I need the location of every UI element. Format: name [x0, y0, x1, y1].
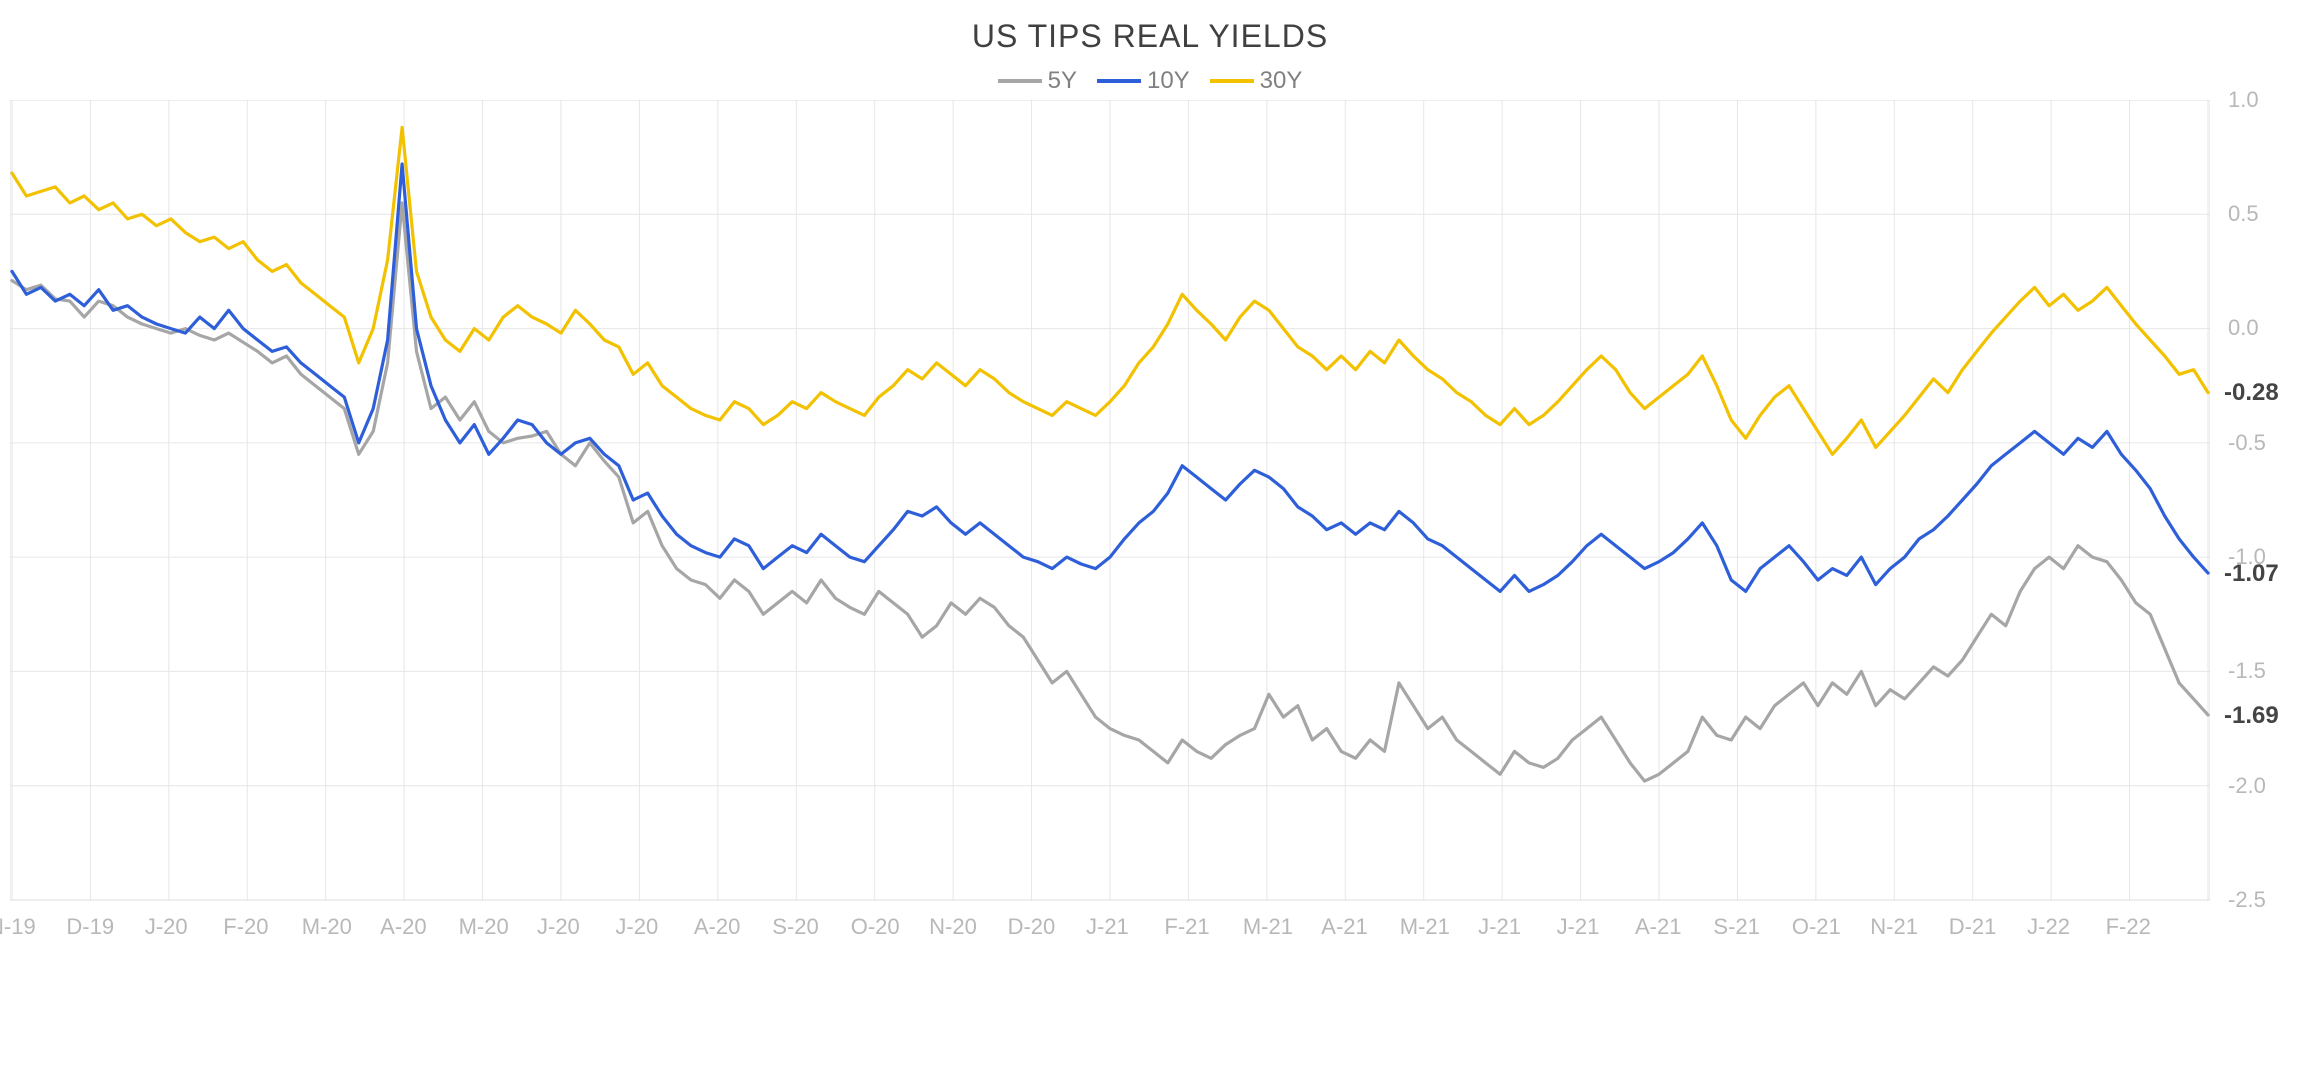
legend: 5Y 10Y 30Y: [0, 62, 2300, 95]
legend-item-10y: 10Y: [1097, 67, 1190, 95]
x-tick-label: A-21: [1321, 914, 1367, 940]
x-tick-label: F-20: [223, 914, 268, 940]
x-tick-label: O-20: [851, 914, 900, 940]
x-tick-label: M-21: [1400, 914, 1450, 940]
legend-label: 5Y: [1048, 67, 1077, 95]
x-tick-label: M-20: [302, 914, 352, 940]
legend-swatch: [998, 79, 1042, 83]
x-tick-label: J-20: [615, 914, 658, 940]
x-tick-label: J-20: [537, 914, 580, 940]
x-tick-label: A-20: [694, 914, 740, 940]
x-tick-label: F-22: [2106, 914, 2151, 940]
x-tick-label: A-21: [1635, 914, 1681, 940]
x-tick-label: O-21: [1792, 914, 1841, 940]
x-tick-label: F-21: [1164, 914, 1209, 940]
y-tick-label: -2.5: [2228, 887, 2266, 913]
x-tick-label: S-20: [772, 914, 818, 940]
chart-svg: [10, 100, 2210, 980]
legend-label: 30Y: [1260, 67, 1303, 95]
plot-area: 1.00.50.0-0.5-1.0-1.5-2.0-2.5N-19D-19J-2…: [10, 100, 2210, 980]
y-tick-label: 0.0: [2228, 315, 2259, 341]
x-tick-label: D-19: [66, 914, 114, 940]
x-tick-label: D-21: [1949, 914, 1997, 940]
x-tick-label: S-21: [1713, 914, 1759, 940]
x-tick-label: M-21: [1243, 914, 1293, 940]
x-tick-label: D-20: [1008, 914, 1056, 940]
x-tick-label: N-21: [1870, 914, 1918, 940]
legend-swatch: [1097, 79, 1141, 83]
y-tick-label: -1.5: [2228, 658, 2266, 684]
legend-label: 10Y: [1147, 67, 1190, 95]
x-tick-label: J-21: [1086, 914, 1129, 940]
y-tick-label: -0.5: [2228, 430, 2266, 456]
x-tick-label: M-20: [459, 914, 509, 940]
x-tick-label: J-22: [2027, 914, 2070, 940]
end-label-10y: -1.07: [2224, 560, 2279, 588]
y-tick-label: 0.5: [2228, 201, 2259, 227]
x-tick-label: J-21: [1557, 914, 1600, 940]
y-tick-label: -2.0: [2228, 773, 2266, 799]
legend-item-5y: 5Y: [998, 67, 1077, 95]
x-tick-label: A-20: [380, 914, 426, 940]
x-tick-label: J-20: [145, 914, 188, 940]
legend-swatch: [1210, 79, 1254, 83]
y-tick-label: 1.0: [2228, 87, 2259, 113]
legend-item-30y: 30Y: [1210, 67, 1303, 95]
chart-container: US TIPS REAL YIELDS 5Y10Y30Y 1.00.50.0-0…: [0, 0, 2300, 1070]
chart-title: US TIPS REAL YIELDS: [0, 18, 2300, 55]
x-tick-label: J-21: [1478, 914, 1521, 940]
x-tick-label: N-19: [0, 914, 36, 940]
end-label-30y: -0.28: [2224, 379, 2279, 407]
x-tick-label: N-20: [929, 914, 977, 940]
end-label-5y: -1.69: [2224, 702, 2279, 730]
